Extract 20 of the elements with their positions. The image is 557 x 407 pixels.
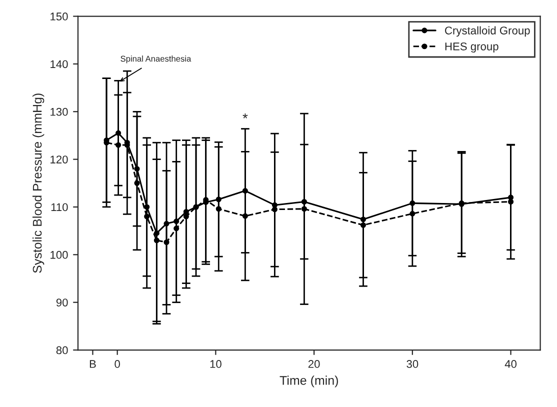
legend-label: HES group	[445, 42, 498, 53]
y-tick-label: 110	[51, 203, 68, 212]
x-axis-title: Time (min)	[280, 376, 338, 388]
x-tick-label: 10	[210, 360, 222, 368]
annotation: *	[242, 114, 248, 118]
y-tick-label: 120	[50, 156, 68, 164]
x-tick-label: 20	[308, 360, 320, 368]
x-tick-label: 40	[504, 360, 517, 368]
x-tick-label: 30	[406, 360, 418, 368]
x-tick-label: 0	[114, 360, 120, 368]
legend-label: Crystalloid Group	[445, 26, 530, 37]
x-tick-label: B	[90, 360, 96, 368]
y-tick-label: 130	[50, 108, 68, 116]
y-axis-title: Systolic Blood Pressure (mmHg)	[32, 94, 44, 273]
y-tick-label: 150	[50, 12, 68, 20]
y-tick-label: 80	[56, 346, 68, 354]
y-tick-label: 140	[50, 60, 68, 68]
y-tick-label: 90	[56, 298, 68, 306]
annotation: Spinal Anaesthesia	[120, 56, 192, 64]
y-tick-label: 100	[50, 250, 68, 259]
